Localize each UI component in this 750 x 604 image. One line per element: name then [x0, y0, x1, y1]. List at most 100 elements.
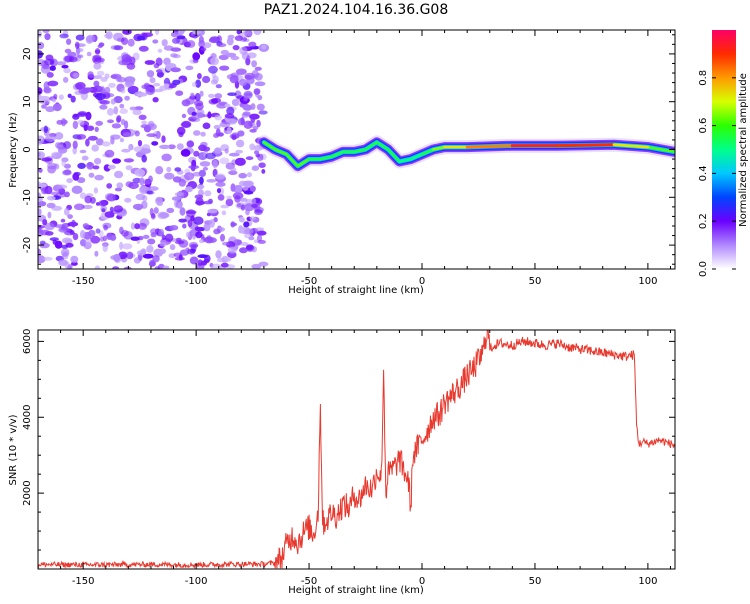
x-tick-label: -50 [301, 276, 317, 287]
noise-blob [86, 162, 95, 170]
colorbar-tick-label: 0.6 [698, 118, 709, 134]
noise-blob [228, 152, 240, 157]
x-tick-label: -100 [185, 276, 208, 287]
noise-blob [51, 205, 63, 211]
noise-blob [44, 33, 51, 41]
noise-blob [142, 253, 154, 259]
noise-blob [64, 191, 70, 198]
noise-blob [72, 173, 79, 181]
noise-blob [47, 162, 57, 170]
noise-blob [243, 221, 250, 228]
noise-blob [38, 208, 42, 216]
noise-blob [138, 222, 147, 230]
noise-blob [38, 255, 46, 264]
noise-blob [190, 92, 195, 97]
ridge-hot-segment [353, 148, 367, 154]
noise-blob [123, 266, 132, 269]
noise-blob [192, 52, 201, 61]
noise-blob [185, 186, 193, 193]
noise-blob [57, 184, 68, 190]
spectrogram-x-label: Height of straight line (km) [288, 285, 424, 296]
noise-blob [169, 244, 176, 251]
noise-blob [204, 190, 212, 197]
noise-blob [113, 253, 121, 263]
noise-blob [64, 207, 70, 216]
noise-blob [38, 181, 42, 189]
noise-blob [106, 193, 117, 202]
noise-blob [216, 188, 222, 194]
noise-blob [92, 165, 100, 170]
noise-blob [218, 54, 229, 61]
noise-blob [179, 249, 189, 256]
colorbar-label: Normalized spectral amplitude [738, 73, 749, 227]
noise-blob [236, 30, 242, 35]
noise-blob [222, 241, 230, 246]
noise-blob [41, 104, 47, 109]
noise-blob [206, 179, 217, 183]
noise-blob [59, 33, 69, 39]
noise-blob [94, 57, 105, 63]
noise-blob [55, 142, 61, 149]
noise-blob [164, 83, 170, 88]
noise-blob [230, 221, 236, 228]
snr-x-label: Height of straight line (km) [288, 585, 424, 596]
noise-blob [72, 113, 80, 120]
noise-blob [77, 119, 85, 126]
noise-blob [236, 203, 242, 208]
noise-blob [76, 54, 84, 59]
noise-blob [192, 171, 203, 177]
noise-blob [240, 204, 246, 211]
noise-blob [39, 242, 50, 249]
noise-blob [226, 74, 237, 80]
noise-blob [85, 111, 92, 121]
noise-blob [214, 147, 222, 154]
noise-blob [215, 84, 222, 89]
noise-blob [67, 214, 73, 220]
noise-blob [57, 146, 68, 154]
noise-blob [61, 244, 68, 249]
noise-blob [188, 241, 199, 249]
noise-blob [170, 67, 181, 73]
noise-blob [224, 103, 231, 108]
noise-blob [194, 194, 204, 200]
noise-blob [137, 140, 143, 147]
noise-blob [161, 39, 168, 47]
noise-blob [71, 185, 83, 194]
noise-blob [155, 130, 161, 139]
noise-blob [251, 60, 257, 68]
noise-blob [63, 141, 72, 150]
noise-blob [163, 57, 171, 66]
noise-blob [208, 219, 215, 228]
noise-blob [261, 44, 267, 50]
noise-blob [246, 30, 253, 37]
noise-blob [95, 202, 101, 206]
noise-blob [140, 124, 150, 129]
noise-blob [121, 243, 133, 250]
noise-blob [44, 135, 56, 142]
noise-blob [210, 57, 219, 66]
noise-blob [253, 30, 262, 35]
noise-blob [86, 51, 92, 57]
noise-blob [124, 95, 130, 101]
noise-blob [257, 153, 264, 161]
noise-blob [95, 93, 106, 101]
noise-blob [95, 120, 103, 126]
noise-blob [45, 231, 54, 236]
noise-blob [186, 40, 196, 48]
noise-blob [96, 138, 104, 146]
noise-blob [138, 45, 149, 52]
noise-blob [235, 149, 244, 154]
noise-blob [220, 262, 229, 268]
noise-blob [98, 200, 107, 207]
noise-blob [238, 216, 245, 223]
noise-blob [122, 30, 132, 35]
noise-blob [93, 62, 102, 70]
x-tick-label: 50 [529, 276, 542, 287]
noise-blob [224, 148, 229, 154]
noise-blob [215, 173, 226, 180]
noise-blob [74, 41, 80, 49]
noise-blob [217, 194, 225, 201]
noise-blob [216, 102, 228, 109]
noise-blob [219, 121, 231, 128]
noise-blob [167, 144, 176, 150]
